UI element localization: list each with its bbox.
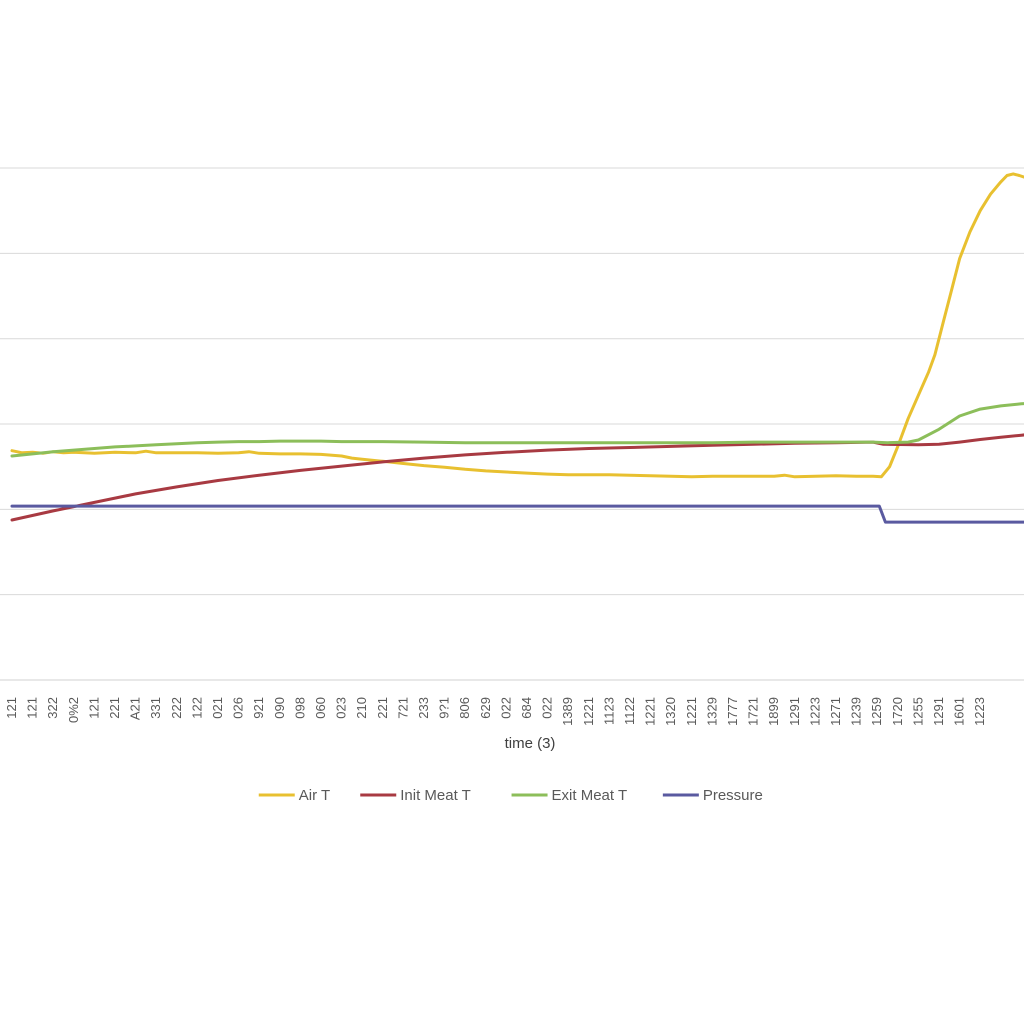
x-tick-label: 121 [86,697,101,719]
x-tick-label: 1123 [601,697,616,725]
x-tick-label: 233 [416,697,431,719]
x-tick-label: 1291 [931,697,946,726]
legend-item-pressure: Pressure [662,787,763,804]
series-line-init-meat-t [10,433,1024,522]
x-tick-label: 122 [189,697,204,719]
legend: Air T Init Meat T Exit Meat T Pressure [258,787,763,804]
x-tick-label: 1239 [849,697,864,726]
x-tick-label: 222 [169,697,184,719]
x-tick-label: 806 [457,697,472,719]
x-tick-label: 1223 [972,697,987,726]
x-tick-label: 1122 [622,697,637,725]
x-tick-label: 210 [354,697,369,719]
series-line-air-t [10,172,1024,479]
series-line-pressure [10,504,1024,524]
legend-label: Init Meat T [400,787,471,804]
x-tick-label: 921 [251,697,266,719]
x-tick-label: 1777 [725,697,740,726]
x-tick-label: 1259 [869,697,884,726]
x-tick-label: 098 [292,697,307,719]
x-tick-label: 721 [395,697,410,719]
x-tick-label: 121 [25,697,40,719]
x-tick-label: 021 [210,697,225,719]
x-tick-label: 629 [478,697,493,719]
x-tick-label: 1271 [828,697,843,726]
x-tick-label: 022 [540,697,555,719]
legend-item-exit-meat-t: Exit Meat T [511,787,628,804]
x-tick-label: 221 [107,697,122,719]
x-tick-label: 060 [313,697,328,719]
x-tick-label: 121 [4,697,19,719]
gridlines [0,167,1024,681]
x-tick-label: 1255 [910,697,925,726]
x-tick-label: 1320 [663,697,678,726]
x-tick-label: 1329 [704,697,719,726]
series-line-exit-meat-t [10,402,1024,458]
x-tick-label: 1221 [684,697,699,726]
x-tick-label: 1601 [952,697,967,726]
legend-item-air-t: Air T [258,787,330,804]
x-tick-label: 221 [375,697,390,719]
x-tick-label: 684 [519,697,534,719]
x-tick-label: 1223 [807,697,822,726]
x-tick-label: 1221 [581,697,596,726]
x-tick-label: 1720 [890,697,905,726]
legend-label: Pressure [703,787,763,804]
x-tick-label: 0%2 [66,697,81,723]
x-axis-title: time (3) [505,735,556,752]
x-tick-label: 1221 [643,697,658,726]
x-tick-label: 1389 [560,697,575,726]
x-tick-label: 9?1 [437,697,452,719]
x-tick-label: 331 [148,697,163,719]
legend-item-init-meat-t: Init Meat T [360,787,471,804]
x-tick-label: 026 [231,697,246,719]
series-lines [10,172,1024,524]
x-tick-label: 322 [45,697,60,719]
x-tick-labels: 121 121 322 0%2 121 221 A21 331 222 122 021 026 921 0… [4,697,987,726]
x-tick-label: 1721 [746,697,761,726]
x-tick-label: 022 [498,697,513,719]
legend-label: Exit Meat T [552,787,628,804]
legend-label: Air T [299,787,330,804]
x-tick-label: A21 [128,697,143,720]
x-tick-label: 1291 [787,697,802,726]
x-tick-label: 090 [272,697,287,719]
x-tick-label: 023 [334,697,349,719]
x-tick-label: 1899 [766,697,781,726]
